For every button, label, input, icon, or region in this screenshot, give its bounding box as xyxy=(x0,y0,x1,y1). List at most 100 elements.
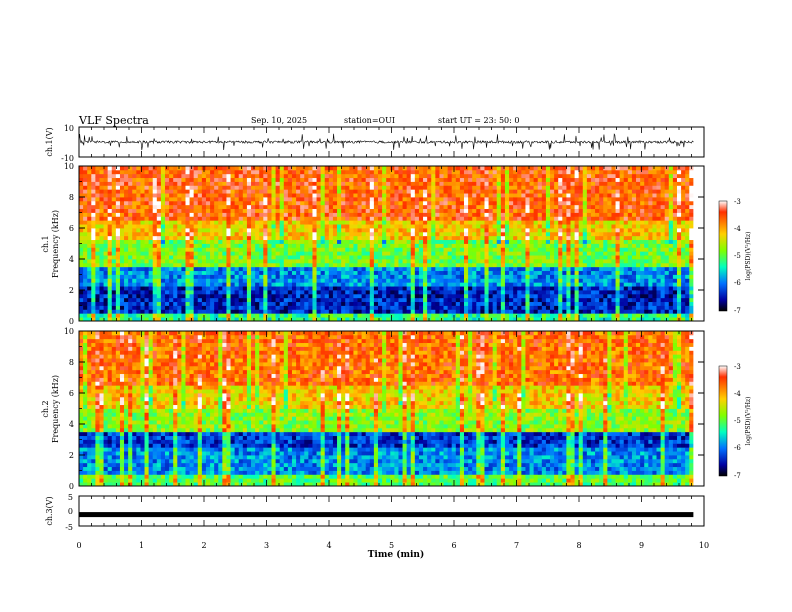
spectrogram-cell xyxy=(103,220,109,225)
spectrogram-cell xyxy=(541,224,547,229)
spectrogram-cell xyxy=(132,169,137,175)
spectrogram-cell xyxy=(513,231,518,237)
spectrogram-cell xyxy=(496,286,502,291)
spectrogram-cell xyxy=(468,262,473,268)
spectrogram-cell xyxy=(345,262,350,268)
spectrogram-cell xyxy=(414,181,420,186)
spectrogram-cell xyxy=(312,169,317,175)
spectrogram-cell xyxy=(365,251,371,256)
spectrogram-cell xyxy=(160,204,166,210)
spectrogram-cell xyxy=(115,185,121,190)
spectrogram-cell xyxy=(99,177,104,182)
spectrogram-cell xyxy=(472,200,477,206)
spectrogram-cell xyxy=(369,193,375,198)
spectrogram-cell xyxy=(451,169,457,175)
spectrogram-cell xyxy=(91,181,96,186)
spectrogram-cell xyxy=(455,247,461,252)
spectrogram-cell xyxy=(205,313,211,318)
spectrogram-cell xyxy=(541,297,547,303)
spectrogram-cell xyxy=(119,220,125,225)
spectrogram-cell xyxy=(443,259,449,264)
spectrogram-cell xyxy=(578,278,584,283)
spectrogram-cell xyxy=(156,193,162,198)
spectrogram-cell xyxy=(210,270,215,275)
spectrogram-cell xyxy=(119,235,125,241)
spectrogram-cell xyxy=(398,231,403,237)
spectrogram-cell xyxy=(410,317,416,322)
spectrogram-cell xyxy=(361,290,367,295)
spectrogram-cell xyxy=(337,301,342,306)
spectrogram-cell xyxy=(271,247,276,252)
spectrogram-cell xyxy=(476,247,481,252)
spectrogram-cell xyxy=(533,286,539,291)
spectrogram-cell xyxy=(83,197,88,202)
spectrogram-cell xyxy=(148,169,154,175)
spectrogram-cell xyxy=(312,228,317,233)
spectrogram-cell xyxy=(541,251,547,256)
spectrogram-cell xyxy=(337,224,342,229)
spectrogram-cell xyxy=(521,286,526,291)
spectrogram-cell xyxy=(79,197,84,202)
spectrogram-cell xyxy=(390,255,395,260)
spectrogram-cell xyxy=(566,197,571,202)
spectrogram-cell xyxy=(263,251,268,256)
spectrogram-cell xyxy=(554,185,559,190)
spectrogram-cell xyxy=(99,286,104,291)
spectrogram-cell xyxy=(447,235,453,241)
spectrogram-cell xyxy=(132,189,137,194)
spectrogram-cell xyxy=(279,317,285,322)
spectrogram-cell xyxy=(271,204,276,210)
spectrogram-cell xyxy=(582,166,588,171)
spectrogram-cell xyxy=(91,247,96,252)
spectrogram-cell xyxy=(459,266,465,272)
spectrogram-cell xyxy=(205,169,211,175)
spectrogram-cell xyxy=(484,185,489,190)
spectrogram-cell xyxy=(152,313,158,318)
spectrogram-cell xyxy=(300,177,305,182)
spectrogram-cell xyxy=(464,259,469,264)
spectrogram-cell xyxy=(230,317,236,322)
spectrogram-cell xyxy=(427,286,432,291)
spectrogram-cell xyxy=(193,197,199,202)
spectrogram-cell xyxy=(386,290,391,295)
spectrogram-cell xyxy=(291,208,297,213)
spectrogram-cell xyxy=(324,301,330,306)
spectrogram-cell xyxy=(390,247,395,252)
spectrogram-cell xyxy=(226,247,231,252)
spectrogram-cell xyxy=(128,255,133,260)
spectrogram-cell xyxy=(394,197,399,202)
spectrogram-cell xyxy=(517,305,522,310)
spectrogram-cell xyxy=(464,247,469,252)
spectrogram-cell xyxy=(513,286,518,291)
spectrogram-cell xyxy=(79,193,84,198)
spectrogram-cell xyxy=(472,193,477,198)
spectrogram-cell xyxy=(406,177,412,182)
spectrogram-cell xyxy=(283,220,289,225)
spectrogram-cell xyxy=(210,189,215,194)
spectrogram-cell xyxy=(291,231,297,237)
spectrogram-cell xyxy=(476,189,481,194)
spectrogram-cell xyxy=(79,251,84,256)
spectrogram-cell xyxy=(128,181,133,186)
spectrogram-cell xyxy=(480,309,485,314)
spectrogram-cell xyxy=(132,293,137,299)
spectrogram-cell xyxy=(369,301,375,306)
spectrogram-cell xyxy=(365,224,371,229)
spectrogram-cell xyxy=(234,274,240,279)
spectrogram-cell xyxy=(173,173,178,179)
spectrogram-cell xyxy=(83,228,88,233)
spectrogram-cell xyxy=(533,208,539,213)
spectrogram-cell xyxy=(115,216,121,221)
spectrogram-cell xyxy=(189,239,195,244)
spectrogram-cell xyxy=(230,204,236,210)
spectrogram-cell xyxy=(402,197,408,202)
spectrogram-cell xyxy=(439,286,444,291)
spectrogram-cell xyxy=(332,208,338,213)
spectrogram-cell xyxy=(177,251,182,256)
spectrogram-cell xyxy=(308,301,313,306)
spectrogram-cell xyxy=(136,309,141,314)
spectrogram-cell xyxy=(296,251,301,256)
spectrogram-cell xyxy=(128,282,133,287)
spectrogram-cell xyxy=(238,239,244,244)
spectrogram-cell xyxy=(533,197,539,202)
